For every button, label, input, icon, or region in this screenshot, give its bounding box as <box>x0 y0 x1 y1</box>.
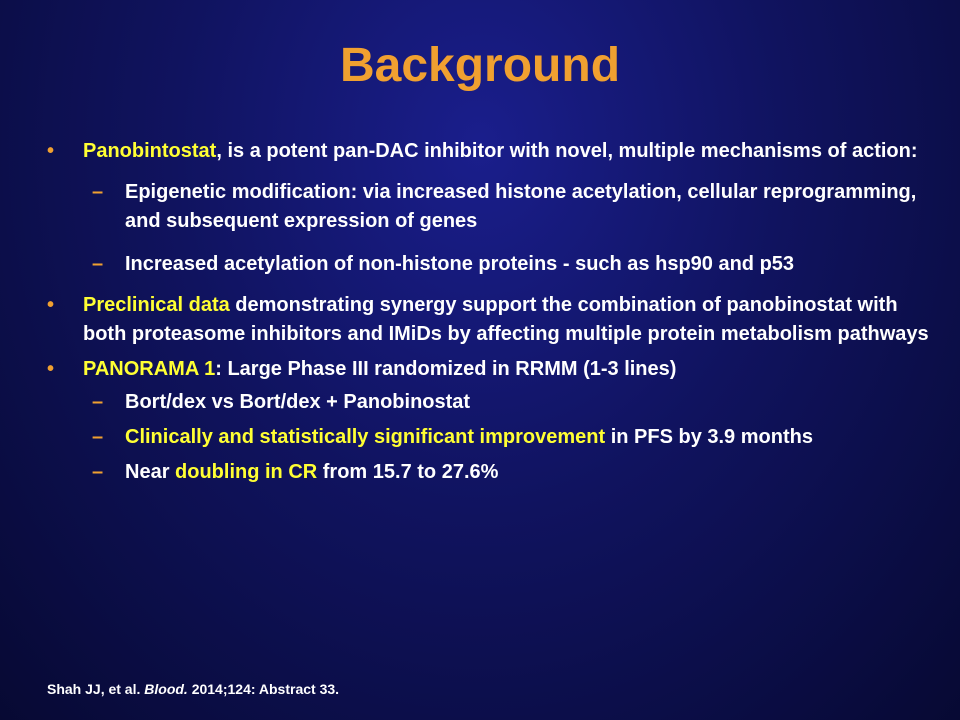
sub-bullet-text: Increased acetylation of non-histone pro… <box>125 253 795 275</box>
bullet-panorama: • PANORAMA 1: Large Phase III randomized… <box>45 355 940 384</box>
sub-bullet-pre: Near <box>125 461 176 483</box>
sub-bullet-post: from 15.7 to 27.6% <box>317 461 499 483</box>
sub-bullet-text: in PFS by 3.9 months <box>605 426 813 448</box>
bullet-highlight: PANORAMA 1 <box>83 358 216 380</box>
bullet-panobinostat: • Panobintostat, is a potent pan-DAC inh… <box>45 137 940 166</box>
citation: Shah JJ, et al. Blood. 2014;124: Abstrac… <box>47 681 339 697</box>
bullet-text: , is a potent pan-DAC inhibitor with nov… <box>216 140 918 162</box>
dash-icon: – <box>92 253 104 275</box>
sub-bullet-pfs: – Clinically and statistically significa… <box>45 423 940 452</box>
citation-rest: 2014;124: Abstract 33. <box>187 681 340 697</box>
bullet-dot-icon: • <box>47 294 55 316</box>
dash-icon: – <box>92 391 104 413</box>
sub-bullet-highlight: Clinically and statistically significant… <box>125 426 606 448</box>
sub-bullet-text: Epigenetic modification: via increased h… <box>125 181 917 232</box>
sub-bullet-acetylation: – Increased acetylation of non-histone p… <box>45 250 940 279</box>
sub-bullet-bortdex: – Bort/dex vs Bort/dex + Panobinostat <box>45 388 940 417</box>
bullet-dot-icon: • <box>47 140 55 162</box>
bullet-highlight: Preclinical data <box>83 294 230 316</box>
bullet-text: demonstrating synergy support the combin… <box>83 294 929 345</box>
bullet-text: : Large Phase III randomized in RRMM (1-… <box>215 358 677 380</box>
bullet-highlight: Panobintostat <box>83 140 217 162</box>
citation-authors: Shah JJ, et al. <box>47 681 145 697</box>
bullet-dot-icon: • <box>47 358 55 380</box>
dash-icon: – <box>92 461 104 483</box>
slide-content: • Panobintostat, is a potent pan-DAC inh… <box>45 137 940 495</box>
slide-title: Background <box>339 39 621 92</box>
sub-bullet-highlight: doubling in CR <box>175 461 318 483</box>
sub-bullet-text: Bort/dex vs Bort/dex + Panobinostat <box>125 391 471 413</box>
sub-bullet-cr: – Near doubling in CR from 15.7 to 27.6% <box>45 458 940 487</box>
citation-journal: Blood. <box>144 681 188 697</box>
dash-icon: – <box>92 181 104 203</box>
sub-bullet-epigenetic: – Epigenetic modification: via increased… <box>45 178 940 236</box>
bullet-preclinical: • Preclinical data demonstrating synergy… <box>45 291 940 349</box>
dash-icon: – <box>92 426 104 448</box>
